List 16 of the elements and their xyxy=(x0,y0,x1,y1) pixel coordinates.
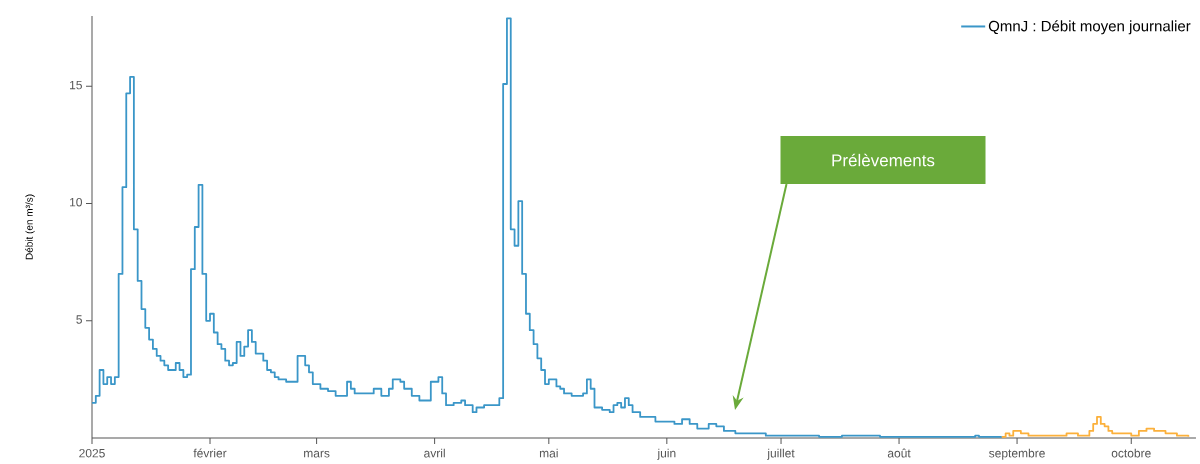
y-tick-label: 5 xyxy=(76,315,82,324)
x-tick-label: août xyxy=(887,448,911,458)
x-tick-label: juillet xyxy=(767,448,795,460)
x-tick-label: mars xyxy=(304,450,330,458)
x-tick-label: février xyxy=(193,448,227,458)
y-tick-label: 10 xyxy=(70,197,82,207)
y-axis-title: Débit (en m³/s) xyxy=(25,194,35,260)
legend-label: QmnJ : Débit moyen journalier xyxy=(988,20,1191,35)
x-tick-label: 2025 xyxy=(79,448,105,458)
x-tick-label: octobre xyxy=(1111,448,1151,458)
x-tick-label: septembre xyxy=(989,448,1045,460)
x-tick-label: avril xyxy=(424,448,445,458)
annotation: Prélèvements xyxy=(832,153,935,167)
y-tick-label: 15 xyxy=(70,80,82,90)
x-tick-label: mai xyxy=(539,448,558,458)
x-tick-label: juin xyxy=(657,448,676,460)
